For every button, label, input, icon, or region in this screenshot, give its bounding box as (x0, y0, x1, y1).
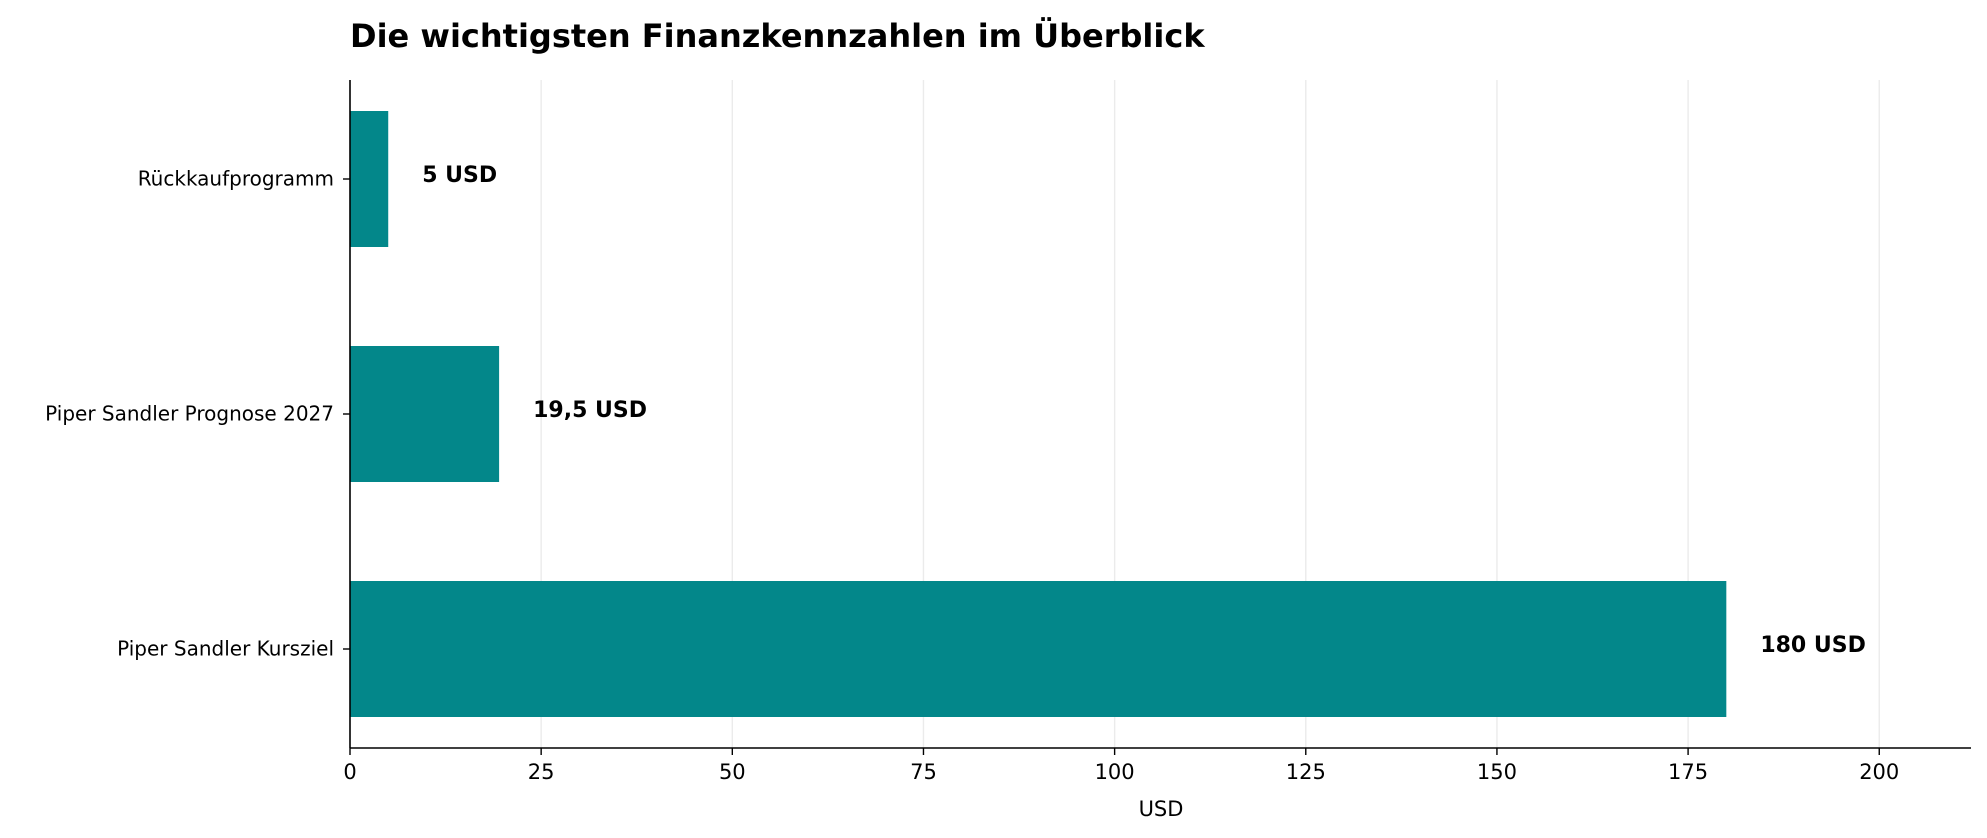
value-label-3: 180 USD (1760, 633, 1866, 658)
x-tick-label-50: 50 (719, 760, 746, 784)
bar-2 (350, 346, 500, 482)
bars (350, 111, 1727, 717)
category-label-1: Rückkaufprogramm (138, 167, 334, 191)
value-label-1: 5 USD (422, 163, 497, 188)
x-tick-label-150: 150 (1477, 760, 1517, 784)
category-label-3: Piper Sandler Kursziel (117, 637, 334, 661)
x-tick-label-25: 25 (528, 760, 555, 784)
bar-1 (350, 111, 389, 247)
bar-3 (350, 581, 1727, 717)
value-label-2: 19,5 USD (533, 398, 647, 423)
x-tick-label-175: 175 (1668, 760, 1708, 784)
x-axis-title: USD (1139, 797, 1184, 821)
grid-lines (540, 80, 1880, 748)
axes (343, 80, 1971, 755)
x-tick-label-0: 0 (343, 760, 356, 784)
x-tick-label-75: 75 (910, 760, 937, 784)
chart-title: Die wichtigsten Finanzkennzahlen im Über… (350, 17, 1205, 55)
x-tick-label-200: 200 (1859, 760, 1899, 784)
category-label-2: Piper Sandler Prognose 2027 (45, 402, 334, 426)
x-tick-label-100: 100 (1095, 760, 1135, 784)
labels: 5 USD Rückkaufprogramm 19,5 USD Piper Sandl… (45, 163, 1899, 784)
x-tick-label-125: 125 (1286, 760, 1326, 784)
